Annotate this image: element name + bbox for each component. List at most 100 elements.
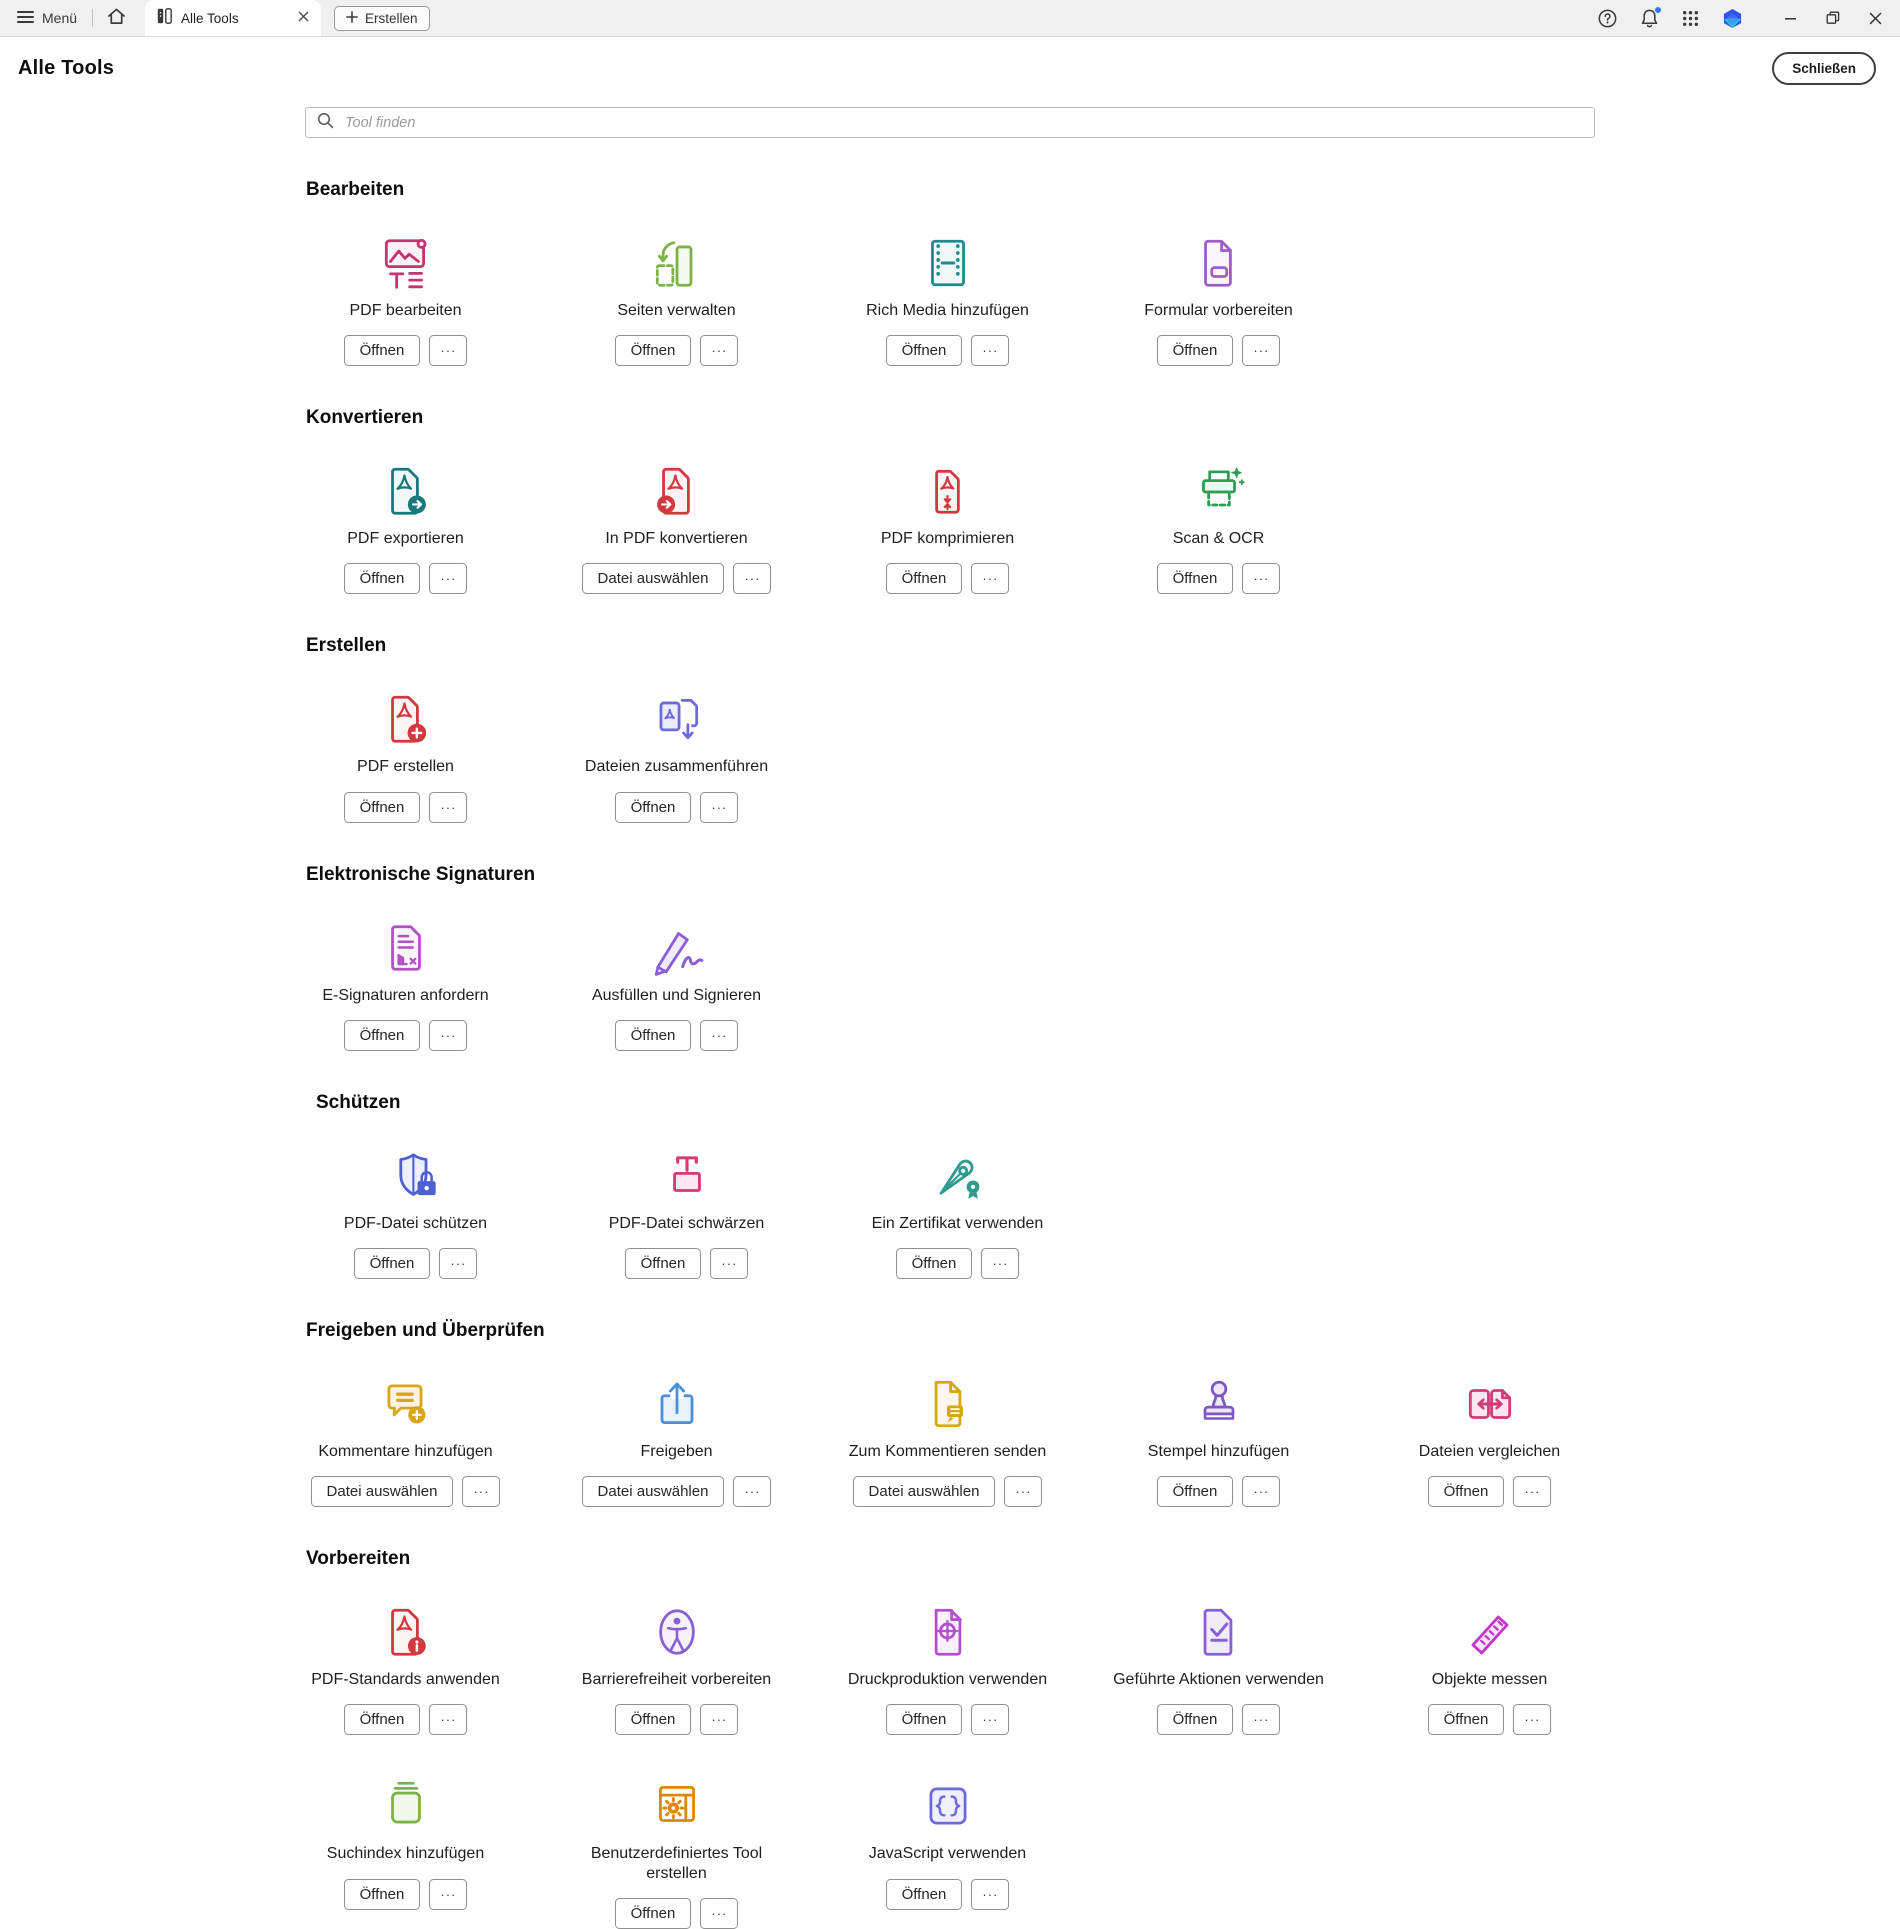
rich-media-hinzufuegen-more-options-button[interactable]: ··· — [971, 335, 1010, 367]
page-header: Alle Tools Schließen — [0, 37, 1900, 91]
pdf-komprimieren-open-button[interactable]: Öffnen — [885, 563, 963, 595]
suchindex-hinzufuegen-more-options-button[interactable]: ··· — [429, 1878, 468, 1910]
tool-actions-rich-media-hinzufuegen: Öffnen ··· — [885, 335, 1010, 367]
ein-zertifikat-verwenden-more-options-button[interactable]: ··· — [981, 1247, 1020, 1279]
menu-button[interactable]: Menü — [0, 10, 92, 27]
dateien-vergleichen-open-button[interactable]: Öffnen — [1427, 1476, 1505, 1508]
stempel-hinzufuegen-open-button[interactable]: Öffnen — [1156, 1476, 1234, 1508]
ein-zertifikat-verwenden-open-button[interactable]: Öffnen — [895, 1247, 973, 1279]
close-window-icon[interactable] — [1869, 12, 1882, 25]
pdf-datei-schuetzen-more-options-button[interactable]: ··· — [439, 1247, 478, 1279]
dateien-vergleichen-more-options-button[interactable]: ··· — [1513, 1476, 1552, 1508]
tool-actions-pdf-datei-schwaerzen: Öffnen ··· — [624, 1247, 749, 1279]
tool-actions-formular-vorbereiten: Öffnen ··· — [1156, 335, 1281, 367]
kommentare-hinzufuegen-choose-file-button[interactable]: Datei auswählen — [310, 1476, 454, 1508]
pdf-komprimieren-more-options-button[interactable]: ··· — [971, 563, 1010, 595]
tool-actions-freigeben: Datei auswählen ··· — [581, 1476, 772, 1508]
formular-vorbereiten-open-button[interactable]: Öffnen — [1156, 335, 1234, 367]
tab-alle-tools[interactable]: Alle Tools — [145, 0, 322, 36]
seiten-verwalten-more-options-button[interactable]: ··· — [700, 335, 739, 367]
tool-label-stempel-hinzufuegen: Stempel hinzufügen — [1147, 1442, 1290, 1460]
ausfuellen-und-signieren-open-button[interactable]: Öffnen — [614, 1019, 692, 1051]
e-signaturen-anfordern-more-options-button[interactable]: ··· — [429, 1019, 468, 1051]
pdf-datei-schwaerzen-more-options-button[interactable]: ··· — [710, 1247, 749, 1279]
pdf-erstellen-more-options-button[interactable]: ··· — [429, 791, 468, 823]
pdf-standards-icon — [377, 1599, 435, 1661]
close-button[interactable]: Schließen — [1772, 52, 1876, 85]
print-production-icon — [919, 1599, 977, 1661]
ausfuellen-und-signieren-more-options-button[interactable]: ··· — [700, 1019, 739, 1051]
tool-actions-kommentare-hinzufuegen: Datei auswählen ··· — [310, 1476, 501, 1508]
tool-actions-seiten-verwalten: Öffnen ··· — [614, 335, 739, 367]
zum-kommentieren-senden-choose-file-button[interactable]: Datei auswählen — [852, 1476, 996, 1508]
app-grid-icon[interactable] — [1682, 10, 1699, 27]
dateien-zusammenfuehren-more-options-button[interactable]: ··· — [700, 791, 739, 823]
section-bearbeiten: Bearbeiten PDF bearbeiten Öffnen ··· Seiten … — [270, 179, 1650, 367]
gefuehrte-aktionen-verwenden-open-button[interactable]: Öffnen — [1156, 1704, 1234, 1736]
seiten-verwalten-open-button[interactable]: Öffnen — [614, 335, 692, 367]
pdf-standards-anwenden-open-button[interactable]: Öffnen — [343, 1704, 421, 1736]
scan-ocr-open-button[interactable]: Öffnen — [1156, 563, 1234, 595]
in-pdf-konvertieren-more-options-button[interactable]: ··· — [733, 563, 772, 595]
tool-card-pdf-erstellen: PDF erstellen Öffnen ··· — [270, 686, 541, 823]
suchindex-hinzufuegen-open-button[interactable]: Öffnen — [343, 1878, 421, 1910]
acrobat-app-logo-icon[interactable] — [1722, 8, 1743, 29]
gefuehrte-aktionen-verwenden-more-options-button[interactable]: ··· — [1242, 1704, 1281, 1736]
rich-media-hinzufuegen-open-button[interactable]: Öffnen — [885, 335, 963, 367]
druckproduktion-verwenden-open-button[interactable]: Öffnen — [885, 1704, 963, 1736]
pdf-erstellen-open-button[interactable]: Öffnen — [343, 791, 421, 823]
tool-card-benutzerdefiniertes-tool-erstellen: Benutzerdefiniertes Tool erstellen Öffnen… — [541, 1773, 812, 1929]
pdf-bearbeiten-open-button[interactable]: Öffnen — [343, 335, 421, 367]
pdf-edit-icon — [377, 230, 435, 292]
objekte-messen-open-button[interactable]: Öffnen — [1427, 1704, 1505, 1736]
tool-label-seiten-verwalten: Seiten verwalten — [617, 302, 736, 319]
tab-close-icon[interactable] — [298, 9, 309, 27]
objekte-messen-more-options-button[interactable]: ··· — [1513, 1704, 1552, 1736]
create-button[interactable]: Erstellen — [334, 5, 430, 31]
tool-label-formular-vorbereiten: Formular vorbereiten — [1144, 302, 1293, 319]
pdf-standards-anwenden-more-options-button[interactable]: ··· — [429, 1704, 468, 1736]
e-signaturen-anfordern-open-button[interactable]: Öffnen — [343, 1019, 421, 1051]
tool-card-ein-zertifikat-verwenden: Ein Zertifikat verwenden Öffnen ··· — [822, 1143, 1093, 1279]
druckproduktion-verwenden-more-options-button[interactable]: ··· — [971, 1704, 1010, 1736]
kommentare-hinzufuegen-more-options-button[interactable]: ··· — [462, 1476, 501, 1508]
tool-grid-freigeben-und-ueberpruefen: Kommentare hinzufügen Datei auswählen ··· F… — [270, 1371, 1650, 1508]
pdf-datei-schwaerzen-open-button[interactable]: Öffnen — [624, 1247, 702, 1279]
tool-actions-ein-zertifikat-verwenden: Öffnen ··· — [895, 1247, 1020, 1279]
barrierefreiheit-vorbereiten-open-button[interactable]: Öffnen — [614, 1704, 692, 1736]
restore-window-icon[interactable] — [1826, 11, 1840, 25]
javascript-verwenden-more-options-button[interactable]: ··· — [971, 1878, 1010, 1910]
guided-actions-icon — [1190, 1599, 1248, 1661]
formular-vorbereiten-more-options-button[interactable]: ··· — [1242, 335, 1281, 367]
in-pdf-konvertieren-choose-file-button[interactable]: Datei auswählen — [581, 563, 725, 595]
pdf-datei-schuetzen-open-button[interactable]: Öffnen — [353, 1247, 431, 1279]
rich-media-icon — [919, 230, 977, 292]
zum-kommentieren-senden-more-options-button[interactable]: ··· — [1004, 1476, 1043, 1508]
section-vorbereiten: Vorbereiten PDF-Standards anwenden Öffnen ·… — [270, 1548, 1650, 1929]
search-input[interactable] — [343, 113, 1583, 132]
notifications-bell-icon[interactable] — [1640, 6, 1662, 28]
scan-ocr-more-options-button[interactable]: ··· — [1242, 563, 1281, 595]
javascript-verwenden-open-button[interactable]: Öffnen — [885, 1878, 963, 1910]
barrierefreiheit-vorbereiten-more-options-button[interactable]: ··· — [700, 1704, 739, 1736]
freigeben-choose-file-button[interactable]: Datei auswählen — [581, 1476, 725, 1508]
send-for-comments-icon — [919, 1371, 977, 1433]
tool-actions-pdf-erstellen: Öffnen ··· — [343, 791, 468, 823]
benutzerdefiniertes-tool-erstellen-more-options-button[interactable]: ··· — [700, 1897, 739, 1929]
tool-actions-in-pdf-konvertieren: Datei auswählen ··· — [581, 563, 772, 595]
home-button[interactable] — [93, 7, 140, 30]
tool-actions-scan-ocr: Öffnen ··· — [1156, 563, 1281, 595]
freigeben-more-options-button[interactable]: ··· — [733, 1476, 772, 1508]
dateien-zusammenfuehren-open-button[interactable]: Öffnen — [614, 791, 692, 823]
stempel-hinzufuegen-more-options-button[interactable]: ··· — [1242, 1476, 1281, 1508]
tool-label-pdf-erstellen: PDF erstellen — [357, 758, 454, 776]
pdf-exportieren-open-button[interactable]: Öffnen — [343, 563, 421, 595]
create-pdf-icon — [377, 686, 435, 748]
pdf-bearbeiten-more-options-button[interactable]: ··· — [429, 335, 468, 367]
pdf-exportieren-more-options-button[interactable]: ··· — [429, 563, 468, 595]
help-icon[interactable] — [1598, 9, 1617, 28]
add-comments-icon — [377, 1371, 435, 1433]
tool-grid-vorbereiten: PDF-Standards anwenden Öffnen ··· Barrieref… — [270, 1599, 1650, 1929]
benutzerdefiniertes-tool-erstellen-open-button[interactable]: Öffnen — [614, 1897, 692, 1929]
minimize-icon[interactable] — [1784, 12, 1797, 25]
